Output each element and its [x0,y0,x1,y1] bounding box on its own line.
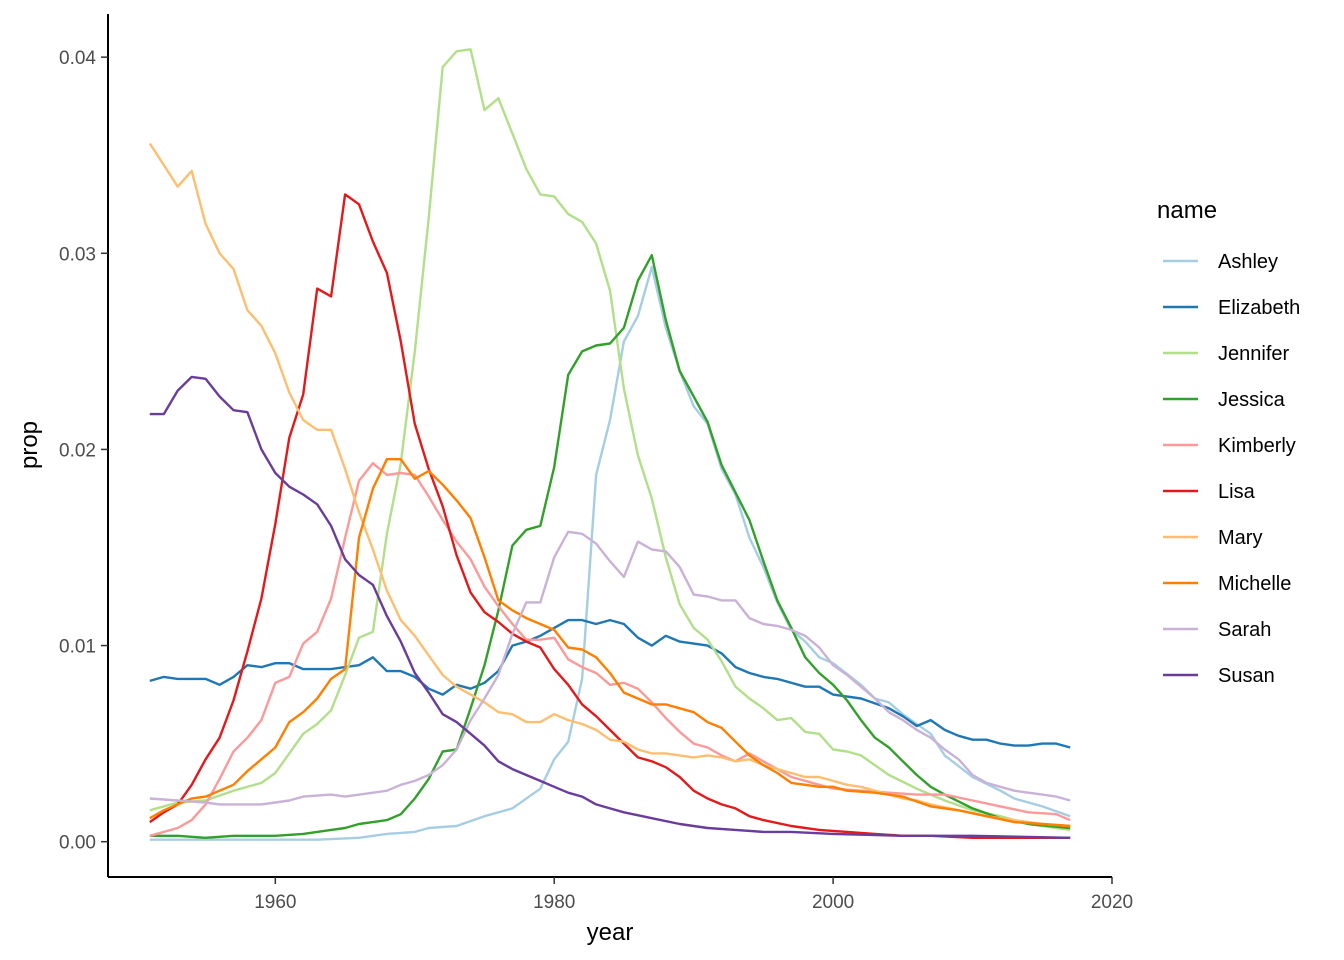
legend-item-sarah: Sarah [1163,619,1271,641]
legend: name Ashley Elizabeth Jennifer Jessica Kimbe… [1157,197,1300,687]
legend-item-ashley: Ashley [1163,251,1278,273]
legend-item-mary: Mary [1163,527,1262,549]
y-tick-label: 0.03 [59,244,96,265]
series-line-susan [149,375,1071,839]
x-axis-title: year [587,919,634,946]
y-tick-label: 0.01 [59,637,96,658]
legend-item-elizabeth: Elizabeth [1163,297,1300,319]
legend-item-jennifer: Jennifer [1163,343,1289,365]
legend-label-elizabeth: Elizabeth [1218,297,1300,319]
x-tick-label: 1960 [254,892,296,913]
legend-item-michelle: Michelle [1163,573,1291,595]
series-line-ashley [149,265,1071,841]
legend-label-kimberly: Kimberly [1218,435,1296,457]
series-line-mary [148,142,1071,828]
y-axis-title: prop [16,421,43,469]
x-tick-label: 1980 [533,892,575,913]
y-axis-ticks: 0.00 0.01 0.02 0.03 0.04 [59,48,108,854]
series-line-jessica [149,254,1071,839]
series-line-sarah [149,530,1071,806]
legend-label-michelle: Michelle [1218,573,1291,595]
series-line-jennifer [149,48,1071,832]
legend-label-mary: Mary [1218,527,1262,549]
legend-label-lisa: Lisa [1218,481,1256,503]
legend-label-susan: Susan [1218,665,1275,687]
x-tick-label: 2000 [812,892,854,913]
y-tick-label: 0.04 [59,48,96,69]
legend-label-jennifer: Jennifer [1218,343,1289,365]
x-tick-label: 2020 [1091,892,1133,913]
legend-item-jessica: Jessica [1163,389,1286,411]
legend-label-sarah: Sarah [1218,619,1271,641]
legend-label-ashley: Ashley [1218,251,1278,273]
series-line-lisa [149,193,1071,839]
y-tick-label: 0.02 [59,440,96,461]
x-axis-ticks: 1960 1980 2000 2020 [254,877,1133,913]
series-line-michelle [149,458,1071,828]
legend-item-susan: Susan [1163,665,1275,687]
y-tick-label: 0.00 [59,833,96,854]
legend-item-kimberly: Kimberly [1163,435,1296,457]
legend-title: name [1157,197,1217,224]
legend-label-jessica: Jessica [1218,389,1286,411]
series-line-elizabeth [149,618,1071,749]
plot-lines [148,48,1071,841]
legend-item-lisa: Lisa [1163,481,1256,503]
